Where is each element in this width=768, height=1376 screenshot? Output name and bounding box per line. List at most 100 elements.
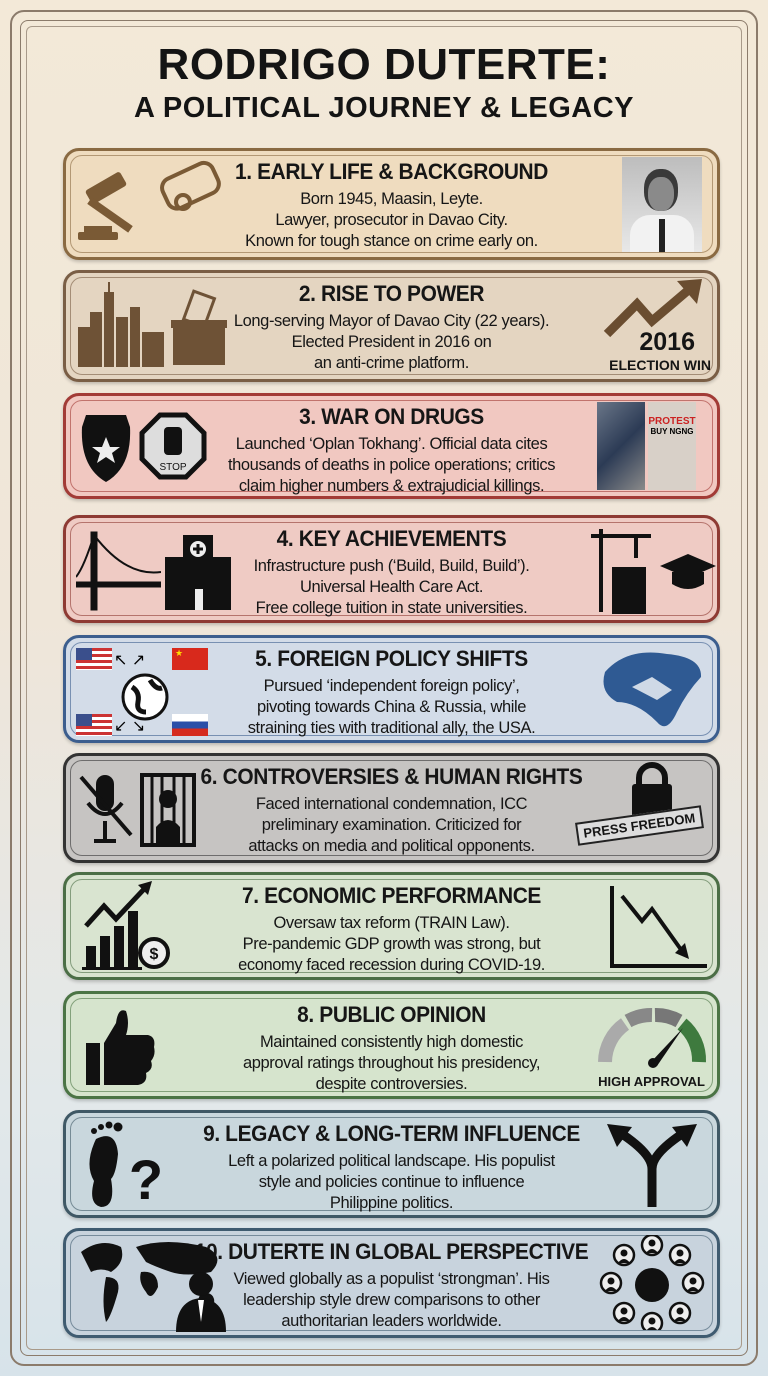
padlock-icon [597, 762, 707, 827]
section-body-line: claim higher numbers & extrajudicial kil… [238, 477, 545, 495]
section-body-line: Lawyer, prosecutor in Davao City. [275, 211, 508, 229]
section-body-line: pivoting towards China & Russia, while [256, 698, 527, 716]
section-heading: 8. PUBLIC OPINION [297, 1002, 486, 1027]
panel-inner-border [70, 277, 713, 375]
panel-inner-border [70, 879, 713, 973]
stop-hand-icon: STOP [138, 407, 208, 492]
svg-text:?: ? [129, 1148, 163, 1209]
panel-inner-border [70, 1117, 713, 1211]
construction-crane-icon [586, 524, 656, 619]
graduation-cap-icon [658, 524, 718, 619]
section-body: Viewed globally as a populist ‘strongman… [196, 1269, 587, 1332]
section-body-line: Born 1945, Maasin, Leyte. [300, 190, 483, 208]
section-body: Left a polarized political landscape. Hi… [196, 1151, 587, 1214]
police-operation-photo [597, 402, 645, 490]
section-body-line: Launched ‘Oplan Tokhang’. Official data … [235, 435, 548, 453]
section-panel-10: 10. DUTERTE IN GLOBAL PERSPECTIVE Viewed … [63, 1228, 720, 1338]
section-body: Launched ‘Oplan Tokhang’. Official data … [196, 434, 587, 497]
section-heading: 6. CONTROVERSIES & HUMAN RIGHTS [200, 764, 583, 789]
jail-bars-icon [138, 765, 198, 855]
section-body-line: Left a polarized political landscape. Hi… [228, 1152, 555, 1170]
section-heading: 1. EARLY LIFE & BACKGROUND [235, 159, 548, 184]
panel-inner-border [70, 155, 713, 253]
panel-inner-border [70, 642, 713, 736]
election-win-label: ELECTION WIN [609, 357, 711, 373]
section-body-line: Universal Health Care Act. [299, 578, 484, 596]
section-panel-3: 3. WAR ON DRUGS Launched ‘Oplan Tokhang’.… [63, 393, 720, 499]
foreign-relations-icons: ★ ↖ ↗ ↙ ↘ [76, 644, 216, 739]
section-body-line: Free college tuition in state universiti… [255, 599, 528, 617]
ballot-box-icon [168, 282, 228, 372]
section-body-line: straining ties with traditional ally, th… [247, 719, 536, 737]
globe-icon [120, 672, 170, 727]
global-leaders-network-icon [595, 1233, 710, 1335]
section-body: Oversaw tax reform (TRAIN Law). Pre-pande… [196, 913, 587, 976]
section-body-line: Elected President in 2016 on [291, 333, 492, 351]
high-approval-label: HIGH APPROVAL [598, 1074, 705, 1089]
section-panel-5: 5. FOREIGN POLICY SHIFTS Pursued ‘indepen… [63, 635, 720, 743]
section-body-line: an anti-crime platform. [314, 354, 469, 372]
section-body-line: Faced international condemnation, ICC [255, 795, 528, 813]
section-body-line: economy faced recession during COVID-19. [238, 956, 545, 974]
section-body-line: style and policies continue to influence [258, 1173, 525, 1191]
police-badge-icon [76, 407, 136, 492]
china-flag-icon: ★ [172, 648, 208, 670]
section-panel-8: 8. PUBLIC OPINION Maintained consistently… [63, 991, 720, 1099]
section-body-line: Philippine politics. [329, 1194, 454, 1212]
protest-sign-text: PROTEST [648, 416, 696, 427]
section-body-line: authoritarian leaders worldwide. [281, 1312, 502, 1330]
section-body-line: preliminary examination. Criticized for [261, 816, 522, 834]
section-body: Infrastructure push (‘Build, Build, Buil… [196, 556, 587, 619]
panel-inner-border [70, 760, 713, 856]
panel-inner-border [70, 400, 713, 492]
approval-gauge-icon [595, 1000, 710, 1075]
section-body: Long-serving Mayor of Davao City (22 yea… [196, 311, 587, 374]
section-body-line: approval ratings throughout his presiden… [242, 1054, 541, 1072]
world-map-leader-icon [76, 1232, 236, 1337]
section-heading: 2. RISE TO POWER [298, 281, 485, 306]
section-panel-6: 6. CONTROVERSIES & HUMAN RIGHTS Faced int… [63, 753, 720, 863]
section-body-line: Viewed globally as a populist ‘strongman… [233, 1270, 550, 1288]
section-panel-4: 4. KEY ACHIEVEMENTS Infrastructure push (… [63, 515, 720, 623]
election-year-badge: 2016 [639, 328, 695, 356]
protest-sign-text: BUY NGNG [650, 427, 694, 436]
inner-frame-line [26, 26, 742, 1350]
handshake-map-icon [597, 642, 707, 742]
section-body-line: Known for tough stance on crime early on… [245, 232, 538, 250]
section-panel-2: 2. RISE TO POWER Long-serving Mayor of Da… [63, 270, 720, 382]
main-title: RODRIGO DUTERTE: [157, 40, 611, 89]
panel-inner-border [70, 998, 713, 1092]
hospital-icon [163, 527, 233, 617]
section-body-line: Long-serving Mayor of Davao City (22 yea… [233, 312, 550, 330]
section-heading: 9. LEGACY & LONG-TERM INFLUENCE [203, 1121, 580, 1146]
inner-frame [20, 20, 748, 1356]
section-body-line: despite controversies. [315, 1075, 468, 1093]
arrows-icon: ↙ ↘ [114, 718, 146, 735]
svg-text:STOP: STOP [159, 462, 186, 473]
section-body: Maintained consistently high domestic app… [196, 1032, 587, 1095]
section-body: Pursued ‘independent foreign policy’, piv… [196, 676, 587, 739]
section-panel-9: 9. LEGACY & LONG-TERM INFLUENCE Left a po… [63, 1110, 720, 1218]
section-body: Faced international condemnation, ICC pre… [196, 794, 587, 857]
footprint-question-icon: ? [76, 1119, 186, 1214]
section-panel-7: 7. ECONOMIC PERFORMANCE Oversaw tax refor… [63, 872, 720, 980]
section-heading: 5. FOREIGN POLICY SHIFTS [255, 646, 528, 671]
protest-sign-photo: PROTEST BUY NGNG [648, 402, 696, 490]
section-body-line: leadership style drew comparisons to oth… [243, 1291, 540, 1309]
section-body-line: Pre-pandemic GDP growth was strong, but [242, 935, 541, 953]
growth-chart-dollar-icon: $ [76, 881, 186, 976]
section-body-line: Maintained consistently high domestic [259, 1033, 524, 1051]
gavel-icon [76, 160, 151, 250]
outer-frame [10, 10, 758, 1366]
usa-flag-icon [76, 648, 112, 670]
section-panel-1: 1. EARLY LIFE & BACKGROUND Born 1945, Maa… [63, 148, 720, 260]
section-body-line: attacks on media and political opponents… [248, 837, 535, 855]
subtitle: A POLITICAL JOURNEY & LEGACY [133, 92, 635, 124]
muted-microphone-icon [76, 765, 136, 855]
panel-inner-border [70, 522, 713, 616]
section-body: Born 1945, Maasin, Leyte. Lawyer, prosecu… [196, 189, 587, 252]
section-heading: 4. KEY ACHIEVEMENTS [276, 526, 507, 551]
usa-flag-icon [76, 714, 112, 736]
thumbs-up-icon [76, 1003, 166, 1093]
decline-chart-icon [597, 881, 707, 976]
